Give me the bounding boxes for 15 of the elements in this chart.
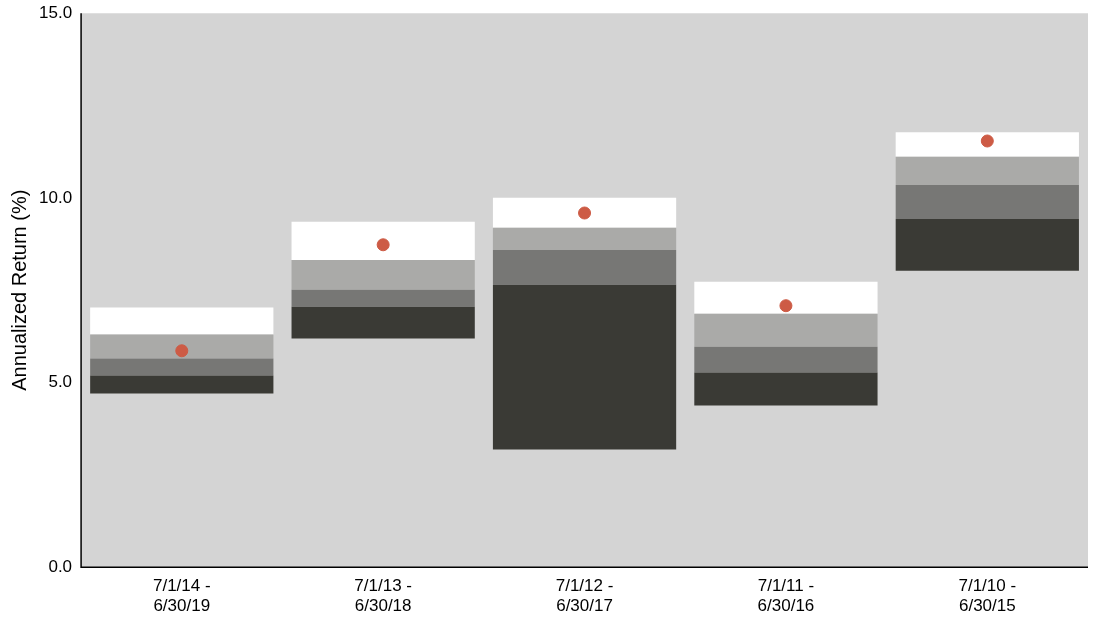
y-axis-title: Annualized Return (%) <box>7 189 30 391</box>
y-tick-label: 0.0 <box>48 556 73 576</box>
point <box>175 344 189 358</box>
y-tick-label: 5.0 <box>48 372 73 392</box>
point <box>980 134 994 148</box>
y-tick-label: 10.0 <box>38 187 73 207</box>
point <box>779 299 793 313</box>
x-tick-label: 7/1/13 - 6/30/18 <box>354 576 412 616</box>
y-tick-label: 15.0 <box>38 2 73 22</box>
x-tick-label: 7/1/10 - 6/30/15 <box>958 576 1017 616</box>
point <box>376 238 390 252</box>
x-tick-label: 7/1/12 - 6/30/17 <box>555 576 614 616</box>
x-tick-label: 7/1/11 - 6/30/16 <box>757 576 815 616</box>
x-tick-label: 7/1/14 - 6/30/19 <box>152 576 211 616</box>
point <box>578 206 592 220</box>
